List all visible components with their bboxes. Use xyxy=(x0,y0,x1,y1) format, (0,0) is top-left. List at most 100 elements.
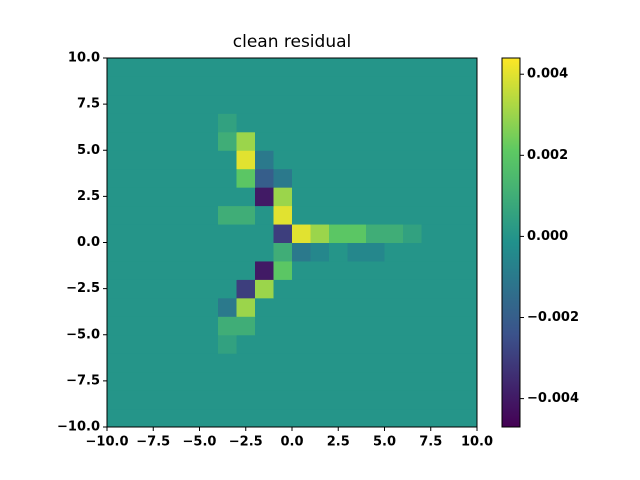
colorbar-tick-label: −0.002 xyxy=(527,310,579,325)
heatmap-cell xyxy=(107,205,126,225)
heatmap-cell xyxy=(421,353,441,373)
heatmap-cell xyxy=(329,224,348,243)
heatmap-cell xyxy=(458,297,478,317)
heatmap-cell xyxy=(181,260,200,280)
heatmap-cell xyxy=(218,187,237,207)
heatmap-cell xyxy=(366,131,385,151)
heatmap-cell xyxy=(329,94,348,114)
heatmap-cell xyxy=(458,94,478,114)
heatmap-cell xyxy=(181,150,200,170)
heatmap-cell xyxy=(273,113,293,133)
heatmap-cell xyxy=(218,334,237,354)
heatmap-cell xyxy=(236,297,256,317)
heatmap-cell xyxy=(181,297,200,317)
colorbar xyxy=(502,58,520,427)
heatmap-cell xyxy=(421,408,441,428)
heatmap-cell xyxy=(218,76,237,96)
heatmap-cell xyxy=(236,150,256,170)
heatmap-cell xyxy=(310,131,330,151)
heatmap-cell xyxy=(403,279,422,299)
heatmap-cell xyxy=(384,168,404,188)
heatmap-cell xyxy=(292,205,311,225)
heatmap-cell xyxy=(366,205,385,225)
heatmap-cell xyxy=(236,334,256,354)
heatmap-cell xyxy=(366,279,385,299)
heatmap-cell xyxy=(199,260,219,280)
heatmap-cell xyxy=(181,131,200,151)
heatmap-cell xyxy=(236,279,256,299)
heatmap-cell xyxy=(255,353,274,373)
heatmap-cell xyxy=(125,224,145,243)
heatmap-cell xyxy=(458,353,478,373)
heatmap-cell xyxy=(458,242,478,262)
heatmap-cell xyxy=(292,297,311,317)
heatmap-cell xyxy=(366,371,385,391)
heatmap-cell xyxy=(329,131,348,151)
heatmap-cell xyxy=(144,371,163,391)
heatmap-cell xyxy=(273,242,293,262)
heatmap-cell xyxy=(199,316,219,336)
heatmap-cell xyxy=(181,371,200,391)
heatmap-cell xyxy=(403,242,422,262)
heatmap-cell xyxy=(310,187,330,207)
heatmap-cell xyxy=(366,242,385,262)
heatmap-cell xyxy=(403,205,422,225)
heatmap-cell xyxy=(347,94,367,114)
heatmap-cell xyxy=(236,58,256,77)
heatmap-cell xyxy=(273,205,293,225)
heatmap-cell xyxy=(144,205,163,225)
heatmap-cell xyxy=(162,316,182,336)
heatmap-cell xyxy=(310,224,330,243)
heatmap-cell xyxy=(440,242,459,262)
heatmap-cell xyxy=(421,260,441,280)
heatmap-cell xyxy=(199,390,219,410)
heatmap-cell xyxy=(347,316,367,336)
heatmap-cell xyxy=(273,94,293,114)
heatmap-cell xyxy=(125,260,145,280)
heatmap-cell xyxy=(162,242,182,262)
heatmap-cell xyxy=(292,224,311,243)
heatmap-cell xyxy=(421,205,441,225)
heatmap-cell xyxy=(218,353,237,373)
heatmap-cell xyxy=(255,297,274,317)
heatmap-cell xyxy=(347,187,367,207)
heatmap-cell xyxy=(384,260,404,280)
heatmap-cell xyxy=(107,408,126,428)
heatmap-cell xyxy=(440,260,459,280)
heatmap-cell xyxy=(403,76,422,96)
heatmap-cell xyxy=(144,316,163,336)
heatmap-cell xyxy=(458,260,478,280)
heatmap-cell xyxy=(144,224,163,243)
heatmap-cell xyxy=(199,150,219,170)
heatmap-cell xyxy=(107,187,126,207)
heatmap-cell xyxy=(107,260,126,280)
heatmap-cell xyxy=(107,334,126,354)
heatmap-cell xyxy=(403,408,422,428)
heatmap-cell xyxy=(218,150,237,170)
heatmap-cell xyxy=(366,408,385,428)
heatmap-cell xyxy=(144,150,163,170)
heatmap-cell xyxy=(218,94,237,114)
heatmap-cell xyxy=(199,371,219,391)
heatmap-cell xyxy=(199,224,219,243)
heatmap-cell xyxy=(236,94,256,114)
heatmap-cell xyxy=(384,371,404,391)
heatmap-cell xyxy=(403,150,422,170)
heatmap-cell xyxy=(144,260,163,280)
heatmap-cell xyxy=(255,58,274,77)
heatmap-cell xyxy=(218,297,237,317)
heatmap-cell xyxy=(273,353,293,373)
heatmap-cell xyxy=(458,76,478,96)
heatmap-cell xyxy=(199,76,219,96)
heatmap-cell xyxy=(218,131,237,151)
heatmap-cell xyxy=(329,187,348,207)
heatmap-cell xyxy=(218,168,237,188)
heatmap-cell xyxy=(181,279,200,299)
heatmap-cell xyxy=(329,242,348,262)
heatmap-cell xyxy=(162,279,182,299)
heatmap-cell xyxy=(440,279,459,299)
heatmap-cell xyxy=(162,168,182,188)
heatmap-cell xyxy=(366,94,385,114)
heatmap-cell xyxy=(440,353,459,373)
heatmap-cell xyxy=(255,260,274,280)
